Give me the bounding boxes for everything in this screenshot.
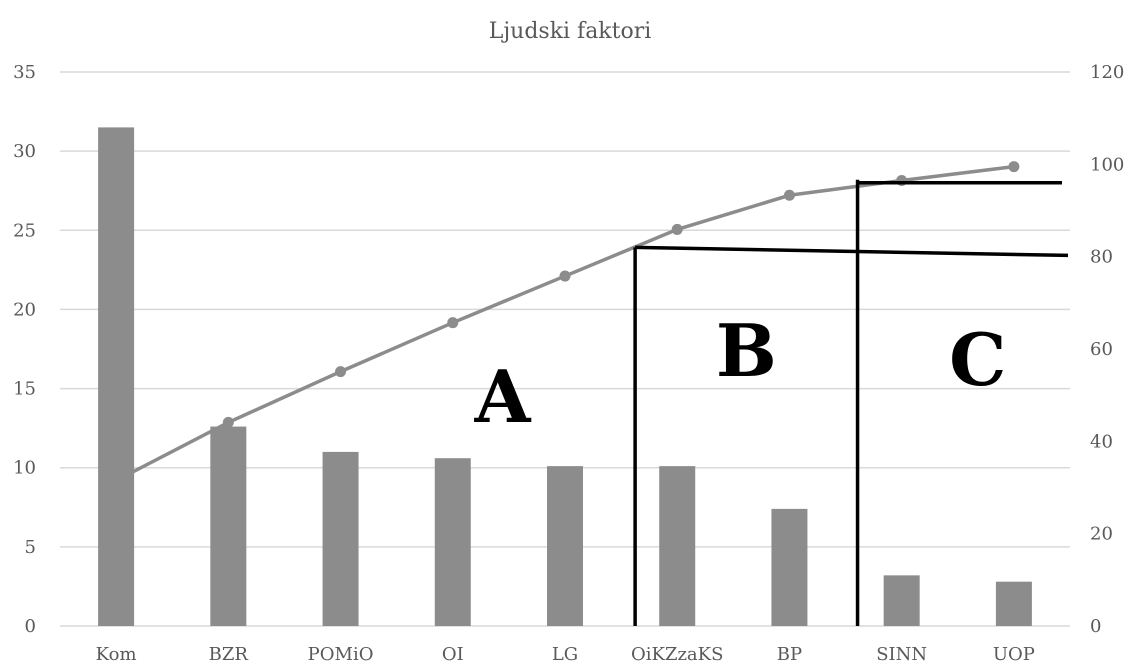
bar: [322, 451, 359, 626]
bar: [771, 508, 808, 626]
category-label: UOP: [993, 644, 1035, 665]
right-axis-tick-label: 100: [1090, 154, 1124, 175]
zone-label: A: [474, 354, 532, 439]
category-label: OiKZzaKS: [631, 644, 723, 665]
line-point: [1008, 161, 1020, 173]
chart-title: Ljudski faktori: [489, 19, 652, 44]
cut-line-a-b: [635, 245, 1069, 258]
line-point: [671, 223, 683, 235]
line-point: [447, 317, 459, 329]
zone-label: C: [949, 317, 1006, 402]
category-label: LG: [552, 644, 578, 665]
left-axis-ticks: 0 5 10 15 20 25 30 35: [13, 62, 36, 637]
left-axis-tick-label: 5: [25, 537, 36, 558]
right-axis-tick-label: 60: [1090, 339, 1113, 360]
category-label: OI: [442, 644, 464, 665]
category-label: POMiO: [308, 644, 374, 665]
left-axis-tick-label: 25: [13, 220, 36, 241]
category-label: BP: [777, 644, 802, 665]
left-axis-tick-label: 10: [13, 458, 36, 479]
bar: [434, 458, 471, 626]
left-axis-tick-label: 20: [13, 299, 36, 320]
right-axis-tick-label: 20: [1090, 524, 1113, 545]
line-point: [559, 270, 571, 282]
abc-zone-annotations: A B C: [474, 179, 1069, 626]
bar: [883, 575, 920, 626]
left-axis-tick-label: 30: [13, 141, 36, 162]
left-axis-tick-label: 35: [13, 62, 36, 83]
left-axis-tick-label: 15: [13, 379, 36, 400]
line-point: [335, 366, 347, 378]
bar: [210, 426, 247, 626]
bar: [995, 581, 1032, 626]
right-axis-tick-label: 40: [1090, 431, 1113, 452]
right-axis-tick-label: 0: [1090, 616, 1101, 637]
bar: [659, 466, 696, 626]
category-label: SINN: [876, 644, 927, 665]
right-axis-tick-label: 120: [1090, 62, 1124, 83]
zone-label: B: [716, 308, 777, 393]
line-point: [222, 416, 234, 428]
category-label: Kom: [96, 644, 137, 665]
line-point: [783, 189, 795, 201]
line-point: [110, 475, 122, 487]
category-axis-labels: Kom BZR POMiO OI LG OiKZzaKS BP SINN UOP: [96, 644, 1035, 665]
category-label: BZR: [209, 644, 249, 665]
right-axis-tick-label: 80: [1090, 247, 1113, 268]
bar: [98, 127, 135, 627]
left-axis-tick-label: 0: [25, 616, 36, 637]
bar: [547, 466, 583, 626]
right-axis-ticks: 0 20 40 60 80 100 120: [1090, 62, 1124, 637]
cumulative-line-series: [110, 161, 1020, 487]
cumulative-line: [115, 164, 1015, 483]
bar-series: [98, 127, 1032, 627]
